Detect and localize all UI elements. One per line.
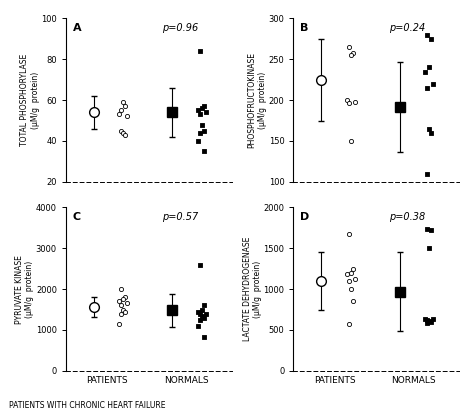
Point xyxy=(424,319,431,326)
Point xyxy=(118,107,125,114)
Text: p=0.24: p=0.24 xyxy=(390,23,426,33)
Point xyxy=(121,131,129,138)
Point xyxy=(196,262,204,269)
Point xyxy=(194,308,202,315)
Point xyxy=(202,310,210,317)
Point xyxy=(347,286,355,293)
Y-axis label: TOTAL PHOSPHORYLASE
(μM/g  protein): TOTAL PHOSPHORYLASE (μM/g protein) xyxy=(20,54,40,146)
Point xyxy=(347,138,355,144)
Point xyxy=(426,245,433,252)
Point xyxy=(200,334,208,341)
Point xyxy=(121,294,129,301)
Point xyxy=(121,103,129,110)
Point xyxy=(118,302,125,309)
Point xyxy=(196,48,204,54)
Y-axis label: PHOSPHOFRUCTOKINASE
(μM/g  protein): PHOSPHOFRUCTOKINASE (μM/g protein) xyxy=(248,52,267,148)
Point xyxy=(119,296,127,303)
Point xyxy=(200,127,208,134)
Point xyxy=(119,129,127,136)
Point xyxy=(428,35,435,42)
Text: D: D xyxy=(300,212,310,222)
Point xyxy=(123,113,131,120)
Point xyxy=(428,129,435,136)
Point xyxy=(200,103,208,110)
Point xyxy=(349,298,356,304)
Point xyxy=(115,111,123,118)
Point xyxy=(121,308,129,315)
Point xyxy=(345,278,352,284)
Point xyxy=(196,111,204,118)
Point xyxy=(424,225,431,232)
Point xyxy=(118,286,125,293)
Y-axis label: PYRUVATE KINASE
(μM/g  protein): PYRUVATE KINASE (μM/g protein) xyxy=(15,255,35,323)
Point xyxy=(424,84,431,91)
Text: A: A xyxy=(73,23,81,33)
Point xyxy=(426,125,433,132)
Text: p=0.96: p=0.96 xyxy=(162,23,198,33)
Point xyxy=(351,275,358,282)
Point xyxy=(200,302,208,309)
Point xyxy=(347,269,355,276)
Text: p=0.57: p=0.57 xyxy=(162,212,198,222)
Point xyxy=(422,315,429,322)
Point xyxy=(119,99,127,105)
Point xyxy=(424,170,431,177)
Point xyxy=(345,230,352,237)
Point xyxy=(118,127,125,134)
Point xyxy=(349,265,356,272)
Point xyxy=(349,49,356,56)
Point xyxy=(198,105,206,112)
Point xyxy=(119,306,127,313)
Point xyxy=(426,318,433,324)
Point xyxy=(428,226,435,233)
Point xyxy=(347,52,355,59)
Y-axis label: LACTATE DEHYDROGENASE
(μM/g  protein): LACTATE DEHYDROGENASE (μM/g protein) xyxy=(243,237,262,341)
Text: p=0.38: p=0.38 xyxy=(390,212,426,222)
Point xyxy=(428,318,435,325)
Point xyxy=(198,122,206,128)
Point xyxy=(424,317,431,323)
Text: B: B xyxy=(300,23,309,33)
Point xyxy=(351,98,358,105)
Point xyxy=(198,312,206,319)
Point xyxy=(345,44,352,50)
Point xyxy=(196,316,204,323)
Point xyxy=(196,129,204,136)
Point xyxy=(343,97,350,103)
Text: C: C xyxy=(73,212,81,222)
Point xyxy=(429,316,437,323)
Point xyxy=(426,64,433,71)
Point xyxy=(194,138,202,144)
Point xyxy=(115,321,123,327)
Point xyxy=(118,310,125,317)
Point xyxy=(424,32,431,38)
Point xyxy=(196,311,204,318)
Point xyxy=(115,298,123,304)
Point xyxy=(194,323,202,329)
Text: PATIENTS WITH CHRONIC HEART FAILURE: PATIENTS WITH CHRONIC HEART FAILURE xyxy=(9,401,166,410)
Point xyxy=(345,100,352,107)
Point xyxy=(343,271,350,278)
Point xyxy=(200,148,208,154)
Point xyxy=(345,321,352,328)
Point xyxy=(198,306,206,313)
Point xyxy=(194,107,202,114)
Point xyxy=(123,300,131,307)
Point xyxy=(200,314,208,321)
Point xyxy=(429,80,437,87)
Point xyxy=(202,109,210,116)
Point xyxy=(422,68,429,75)
